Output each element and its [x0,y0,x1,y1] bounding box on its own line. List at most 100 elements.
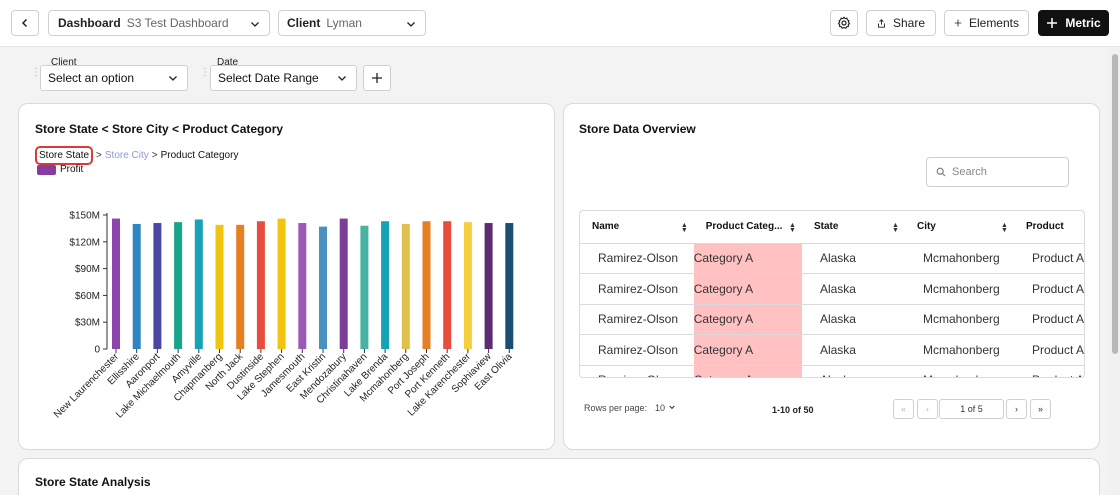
bar[interactable] [277,218,286,349]
client-select[interactable]: Client Lyman [278,10,426,36]
add-metric-button[interactable]: Metric [1038,10,1109,36]
client-id-select-value: Select an option [48,71,135,85]
bar[interactable] [463,222,472,349]
bar[interactable] [443,221,452,349]
table-cell: Category A [693,334,802,366]
drag-handle-icon[interactable]: ⋮ [200,67,210,78]
column-header-product[interactable]: Product [1013,211,1084,244]
page-scrollbar-thumb[interactable] [1112,54,1118,354]
bottom-card-title: Store State Analysis [35,475,151,489]
table-cell: Mcmahonberg [904,334,1014,366]
table-cell: Ramirez-Olson [580,334,694,366]
bar[interactable] [174,222,183,349]
bar[interactable] [298,223,307,349]
chevron-down-icon [169,76,177,81]
breadcrumb-separator: > [151,150,158,161]
dashboard-select[interactable]: Dashboard S3 Test Dashboard [48,10,270,36]
data-table: Name ▲ ▼ Product Categ... ▲ ▼ State ▲ ▼ City ▲ ▼… [579,210,1085,378]
table-cell: Mcmahonberg [904,273,1014,305]
table-cell: Product A [1013,334,1084,366]
rows-per-page-label: Rows per page: [584,403,648,413]
drag-handle-icon[interactable]: ⋮ [31,67,41,78]
bar[interactable] [484,223,493,349]
table-cell: Alaska [801,243,905,274]
rows-per-page-select[interactable]: 10 [655,403,676,413]
rows-per-page: Rows per page: 10 [584,403,676,413]
next-page-button[interactable]: › [1006,399,1027,419]
table-cell: Category A [693,273,802,305]
date-range-select[interactable]: Select Date Range [210,65,357,91]
bar[interactable] [339,218,348,349]
chart-legend[interactable]: Profit [37,164,83,175]
bar[interactable] [215,224,224,349]
breadcrumb-store-state[interactable]: Store State [35,146,94,165]
y-tick-label: $150M [69,211,100,222]
column-header-city[interactable]: City ▲ ▼ [904,211,1014,244]
column-header-label: Name [592,221,620,233]
bar[interactable] [236,224,245,349]
chart-card: Store State < Store City < Product Categ… [18,103,555,450]
chevron-down-icon [251,22,259,27]
table-cell: Product A [1013,273,1084,305]
bar[interactable] [360,225,369,349]
table-cell: Category A [693,365,802,377]
bar[interactable] [194,219,203,349]
chevron-left-icon: ‹ [926,404,929,414]
previous-page-button[interactable]: ‹ [917,399,938,419]
back-button[interactable] [11,10,39,36]
dashboard-select-label: Dashboard [58,16,121,30]
rows-per-page-value: 10 [655,403,666,413]
column-header-product-category[interactable]: Product Categ... ▲ ▼ [693,211,802,244]
share-button[interactable]: Share [866,10,936,36]
table-cell: Ramirez-Olson [580,365,694,377]
bar[interactable] [112,218,120,349]
elements-button[interactable]: Elements [944,10,1029,36]
sort-icon[interactable]: ▲ ▼ [892,222,899,234]
y-tick-label: $120M [69,237,100,248]
client-id-select[interactable]: Select an option [40,65,188,91]
page-indicator: 1 of 5 [939,399,1004,419]
share-button-label: Share [892,16,925,30]
metric-button-label: Metric [1065,16,1101,30]
table-cell: Product A [1013,304,1084,335]
date-range-select-value: Select Date Range [218,71,319,85]
search-icon [936,167,946,177]
bar[interactable] [401,223,410,349]
chevron-left-icon [21,18,28,28]
table-cell: Ramirez-Olson [580,243,694,274]
settings-button[interactable] [830,10,858,36]
first-page-button[interactable]: « [893,399,914,419]
chevron-down-icon [668,405,675,410]
sort-icon[interactable]: ▲ ▼ [680,222,688,234]
bar[interactable] [132,223,141,349]
bar[interactable] [505,223,514,349]
last-page-button[interactable]: » [1030,399,1051,419]
plus-icon [372,73,382,83]
table-cell: Ramirez-Olson [580,273,694,305]
legend-label: Profit [60,164,84,175]
add-filter-button[interactable] [363,65,391,91]
search-input[interactable]: Search [926,157,1069,187]
table-cell: Alaska [801,273,905,305]
breadcrumb-store-city[interactable]: Store City [104,150,149,161]
column-header-label: Product Categ... [705,221,783,233]
table-cell: Category A [693,243,802,274]
column-header-label: City [916,221,936,233]
bar[interactable] [381,221,390,349]
chevron-right-icon: › [1015,404,1018,414]
bar[interactable] [422,221,431,349]
bar[interactable] [256,221,265,349]
sort-icon[interactable]: ▲ ▼ [1001,222,1008,234]
column-header-name[interactable]: Name ▲ ▼ [580,211,694,244]
y-tick-label: $90M [75,264,100,275]
bar[interactable] [319,226,327,349]
column-header-label: State [813,221,839,233]
bar[interactable] [153,223,162,349]
sort-icon[interactable]: ▲ ▼ [789,222,796,234]
column-header-state[interactable]: State ▲ ▼ [801,211,905,244]
